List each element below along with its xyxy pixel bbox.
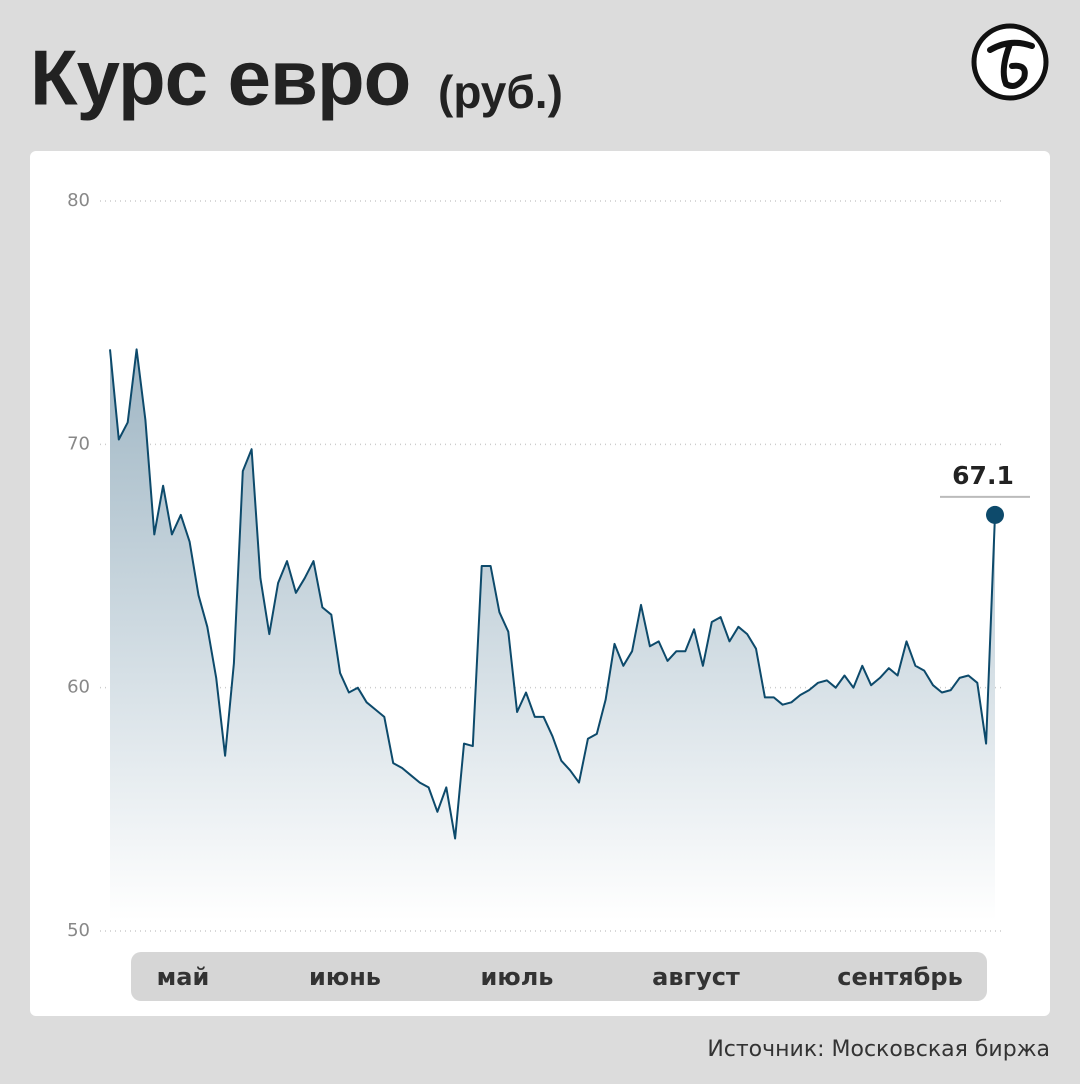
value-label: 67.1: [952, 461, 1014, 490]
x-tick-label: июль: [481, 963, 554, 991]
y-tick-label: 80: [67, 190, 90, 211]
line: [109, 348, 996, 840]
chart-subtitle: (руб.): [438, 66, 563, 118]
x-tick-label: август: [652, 963, 740, 991]
y-tick-label: 70: [67, 433, 90, 454]
month-bar: [131, 952, 987, 1001]
area: [110, 349, 995, 921]
x-tick-label: июнь: [309, 963, 381, 991]
x-tick-label: сентябрь: [837, 963, 963, 991]
last-point: [986, 505, 1004, 524]
y-tick-label: 50: [67, 920, 90, 941]
y-tick-label: 60: [67, 677, 90, 698]
source: Источник: Московская биржа: [707, 1037, 1050, 1062]
logo: [971, 23, 1049, 101]
x-tick-label: май: [157, 963, 210, 991]
chart-title: Курс евро: [30, 34, 410, 122]
plot: 50 60 70 80 май июнь июль август сентябрь 67.1: [67, 190, 1030, 991]
